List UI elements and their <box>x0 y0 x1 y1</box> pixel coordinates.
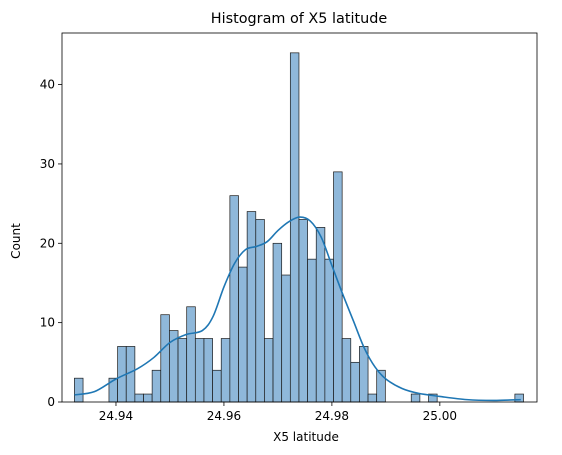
histogram-bar <box>298 219 308 403</box>
histogram-bar <box>307 258 317 403</box>
plot-frame <box>61 32 538 403</box>
histogram-bar <box>324 258 334 403</box>
histogram-bar <box>315 227 326 403</box>
histogram-bar <box>151 369 162 403</box>
histogram-bar <box>281 274 291 403</box>
x-tick-label: 24.94 <box>99 409 133 423</box>
x-tick-label: 24.98 <box>315 409 349 423</box>
histogram-bar <box>186 306 196 403</box>
y-tick-label: 30 <box>40 157 55 171</box>
histogram-bar <box>194 338 205 403</box>
histogram-bar <box>514 393 524 403</box>
histogram-bar <box>134 393 144 403</box>
histogram-bar <box>350 361 360 403</box>
y-tick-label: 0 <box>47 395 55 409</box>
y-tick-label: 20 <box>40 236 55 250</box>
histogram-bar <box>272 242 283 403</box>
histogram-bar <box>143 393 153 403</box>
histogram-bar <box>212 369 222 403</box>
histogram-bar <box>229 195 239 403</box>
y-tick-label: 10 <box>40 316 55 330</box>
kde-density-line <box>74 216 521 402</box>
histogram-bar <box>220 338 231 403</box>
y-axis: 0 10 20 30 40 <box>40 78 62 409</box>
histogram-bar <box>246 211 257 403</box>
y-axis-label: Count <box>9 223 23 259</box>
histogram-bar <box>333 171 343 403</box>
x-tick-label: 24.96 <box>207 409 241 423</box>
histogram-bar <box>341 338 352 403</box>
histogram-bar <box>160 314 170 403</box>
x-axis-label: X5 latitude <box>273 430 339 444</box>
histogram-bar <box>74 377 84 403</box>
histogram-bar <box>410 393 421 403</box>
histogram-bar <box>177 338 188 403</box>
y-tick-label: 40 <box>40 78 55 92</box>
histogram-bar <box>238 266 248 403</box>
x-axis: 24.94 24.96 24.98 25.00 <box>99 402 457 423</box>
histogram-bar <box>203 338 213 403</box>
x-tick-label: 25.00 <box>423 409 457 423</box>
histogram-bar <box>367 393 378 403</box>
histogram-bar <box>289 52 300 403</box>
chart-title: Histogram of X5 latitude <box>211 11 388 27</box>
histogram-bar <box>264 338 274 403</box>
